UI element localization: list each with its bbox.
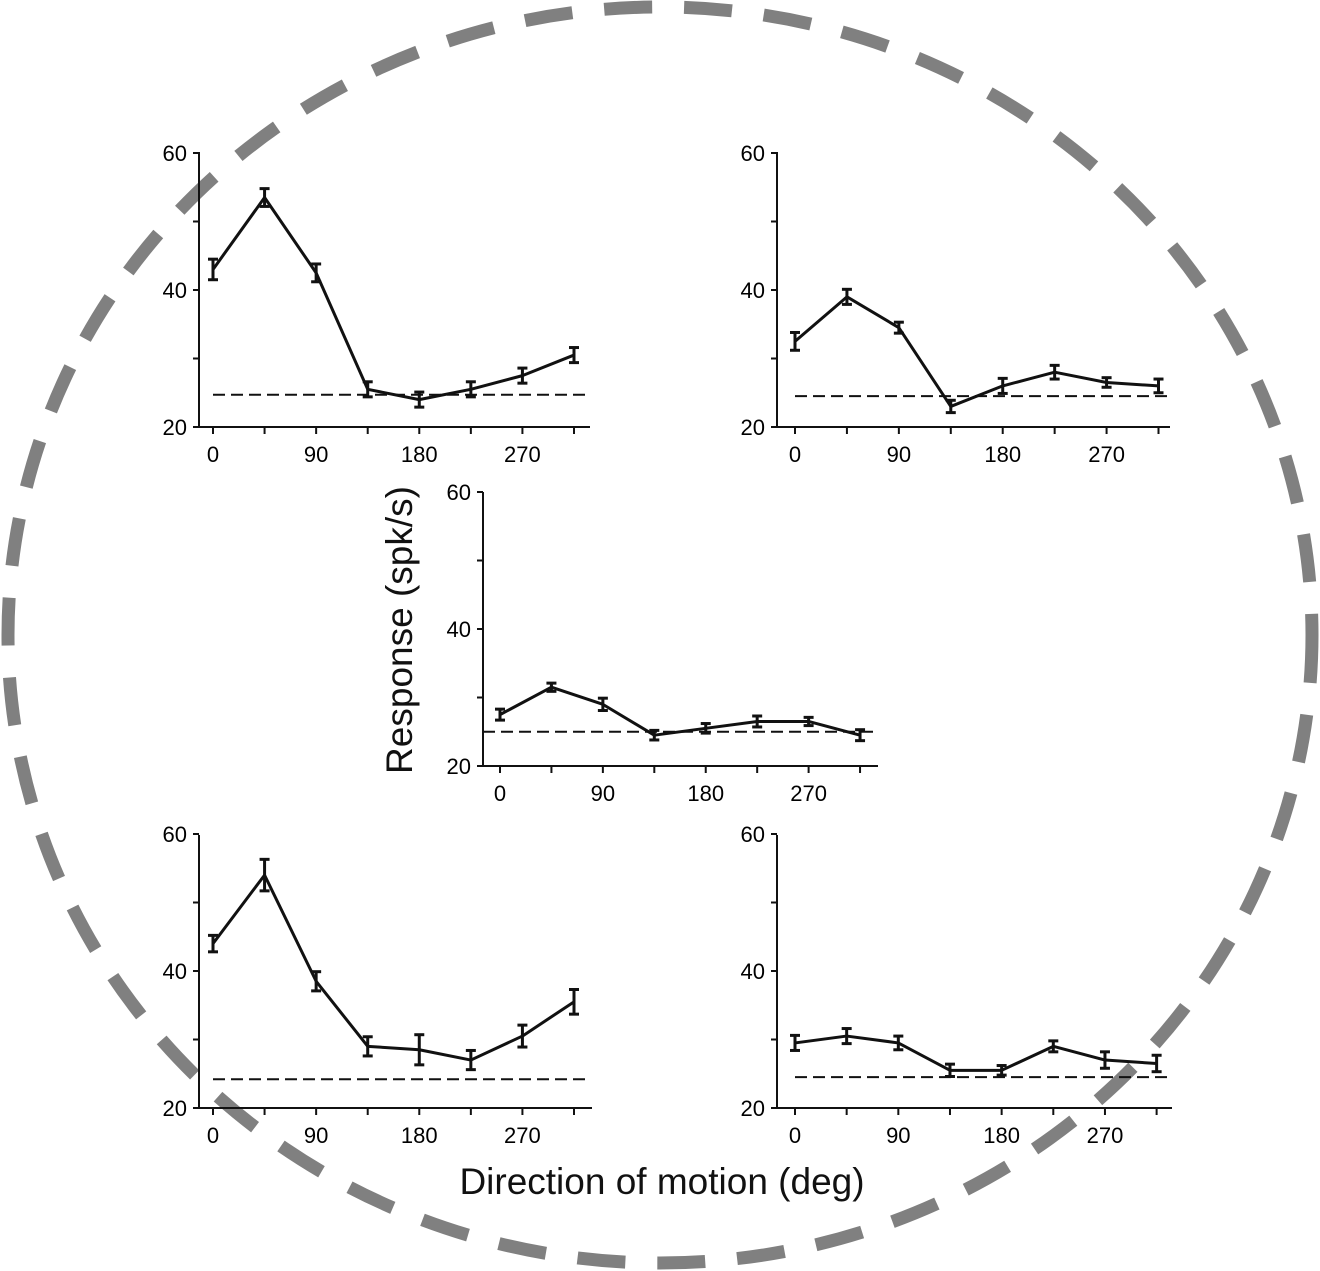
- error-bar: [1101, 376, 1112, 389]
- y-tick-label: 20: [741, 415, 765, 440]
- error-bar: [893, 320, 904, 335]
- panel-bottom-right: 20 40 60 0 90 180 270: [741, 822, 1172, 1148]
- x-tick-label: 90: [304, 442, 328, 467]
- y-tick-label: 40: [163, 278, 187, 303]
- error-bar: [311, 970, 322, 993]
- error-bar: [259, 187, 270, 208]
- x-tick-label: 0: [494, 781, 506, 806]
- y-tick-label: 40: [447, 617, 471, 642]
- y-tick-label: 40: [741, 278, 765, 303]
- y-axis-label: Response (spk/s): [379, 486, 420, 774]
- error-bar: [465, 1048, 476, 1072]
- x-tick-label: 270: [790, 781, 827, 806]
- error-bar: [259, 857, 270, 893]
- error-bar: [996, 1064, 1007, 1077]
- y-tick-label: 20: [163, 415, 187, 440]
- x-tick-label: 90: [887, 442, 911, 467]
- error-bar: [414, 1033, 425, 1067]
- x-tick-label: 270: [1088, 442, 1125, 467]
- y-tick-label: 60: [741, 822, 765, 847]
- y-tick-label: 40: [741, 959, 765, 984]
- x-tick-label: 180: [401, 1123, 438, 1148]
- y-tick-label: 60: [163, 141, 187, 166]
- x-tick-label: 180: [401, 442, 438, 467]
- error-bar: [568, 987, 579, 1016]
- y-tick-label: 60: [163, 822, 187, 847]
- error-bar: [1099, 1050, 1110, 1070]
- error-bar: [893, 1034, 904, 1052]
- series-line: [794, 295, 1159, 408]
- error-bar: [841, 287, 852, 306]
- error-bar: [700, 722, 711, 735]
- x-tick-label: 0: [789, 1123, 801, 1148]
- error-bar: [752, 714, 763, 729]
- series-line: [794, 1034, 1157, 1072]
- x-tick-label: 0: [789, 442, 801, 467]
- y-tick-label: 40: [163, 959, 187, 984]
- error-bar: [208, 257, 218, 282]
- error-bar: [803, 715, 814, 728]
- y-tick-label: 20: [163, 1096, 187, 1121]
- error-bar: [790, 330, 800, 352]
- error-bar: [1048, 1039, 1059, 1054]
- error-bar: [597, 696, 608, 713]
- error-bar: [208, 933, 218, 954]
- error-bar: [855, 728, 866, 743]
- series-line: [499, 685, 861, 737]
- error-bar: [944, 1062, 955, 1078]
- error-bar: [568, 346, 579, 365]
- x-tick-label: 180: [984, 442, 1021, 467]
- error-bar: [649, 728, 660, 742]
- y-tick-label: 60: [741, 141, 765, 166]
- x-tick-label: 90: [591, 781, 615, 806]
- x-axis-label: Direction of motion (deg): [459, 1161, 864, 1202]
- series-line: [211, 196, 575, 402]
- error-bar: [546, 681, 557, 693]
- error-bar: [517, 366, 528, 385]
- error-bar: [790, 1033, 800, 1052]
- panel-center: 20 40 60 0 90 180 270: [447, 480, 878, 806]
- panel-top-left: 20 40 60 0 90 180 270: [163, 141, 590, 467]
- y-tick-label: 60: [447, 480, 471, 505]
- x-tick-label: 0: [207, 1123, 219, 1148]
- y-tick-label: 20: [741, 1096, 765, 1121]
- x-tick-label: 90: [304, 1123, 328, 1148]
- panel-top-right: 20 40 60 0 90 180 270: [741, 141, 1170, 467]
- error-bar: [495, 707, 505, 722]
- error-bar: [997, 376, 1008, 395]
- x-tick-label: 90: [886, 1123, 910, 1148]
- error-bar: [311, 262, 322, 284]
- x-tick-label: 270: [504, 442, 541, 467]
- panel-bottom-left: 20 40 60 0 90 180 270: [163, 822, 592, 1148]
- error-bar: [362, 380, 373, 399]
- error-bar: [414, 390, 425, 409]
- error-bar: [465, 380, 476, 399]
- x-tick-label: 0: [207, 442, 219, 467]
- error-bar: [841, 1027, 852, 1046]
- x-tick-label: 270: [504, 1123, 541, 1148]
- error-bar: [362, 1035, 373, 1058]
- y-tick-label: 20: [447, 754, 471, 779]
- error-bar: [1151, 1053, 1162, 1074]
- series-line: [211, 873, 575, 1062]
- error-bar: [1049, 363, 1060, 381]
- error-bar: [945, 398, 956, 415]
- panels: 20 40 60 0 90 180 270 20 40 60 0 90 180 270 20 40 60 0 90 1…: [163, 141, 1172, 1148]
- error-bar: [517, 1023, 528, 1049]
- x-tick-label: 270: [1087, 1123, 1124, 1148]
- x-tick-label: 180: [983, 1123, 1020, 1148]
- x-tick-label: 180: [687, 781, 724, 806]
- error-bar: [1153, 377, 1164, 395]
